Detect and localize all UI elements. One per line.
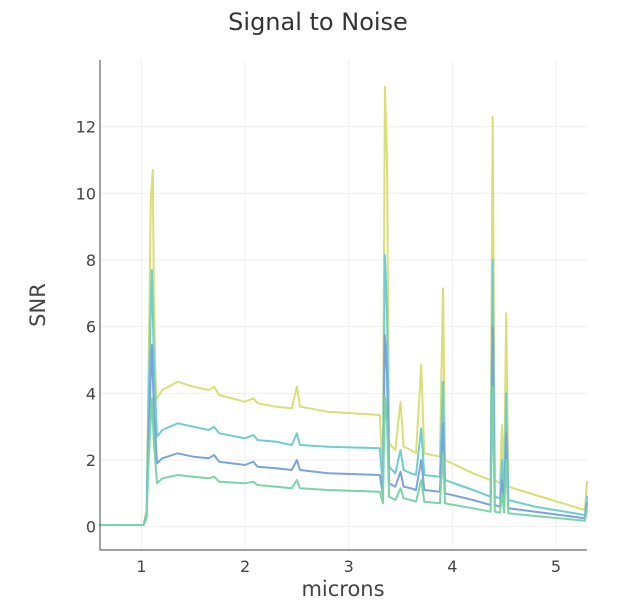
grid-lines [100, 60, 587, 550]
series-group [99, 85, 588, 526]
series-line-1 [99, 85, 588, 526]
x-tick-label: 1 [136, 557, 146, 576]
x-axis-title: microns [301, 577, 384, 600]
y-tick-label: 0 [86, 518, 96, 537]
y-axis-title: SNR [26, 283, 50, 327]
series-line-2 [99, 254, 588, 526]
y-tick-label: 2 [86, 451, 96, 470]
y-tick-label: 10 [76, 184, 96, 203]
y-ticks: 0 2 4 6 8 10 12 [76, 118, 96, 537]
y-tick-label: 6 [86, 318, 96, 337]
y-tick-label: 8 [86, 251, 96, 270]
x-tick-label: 5 [551, 557, 561, 576]
x-ticks: 1 2 3 4 5 [136, 557, 561, 576]
x-tick-label: 4 [447, 557, 457, 576]
y-tick-label: 4 [86, 384, 96, 403]
x-tick-label: 3 [344, 557, 354, 576]
y-tick-label: 12 [76, 118, 96, 137]
chart-title: Signal to Noise [228, 8, 408, 36]
series-line-4 [99, 385, 588, 526]
x-tick-label: 2 [240, 557, 250, 576]
